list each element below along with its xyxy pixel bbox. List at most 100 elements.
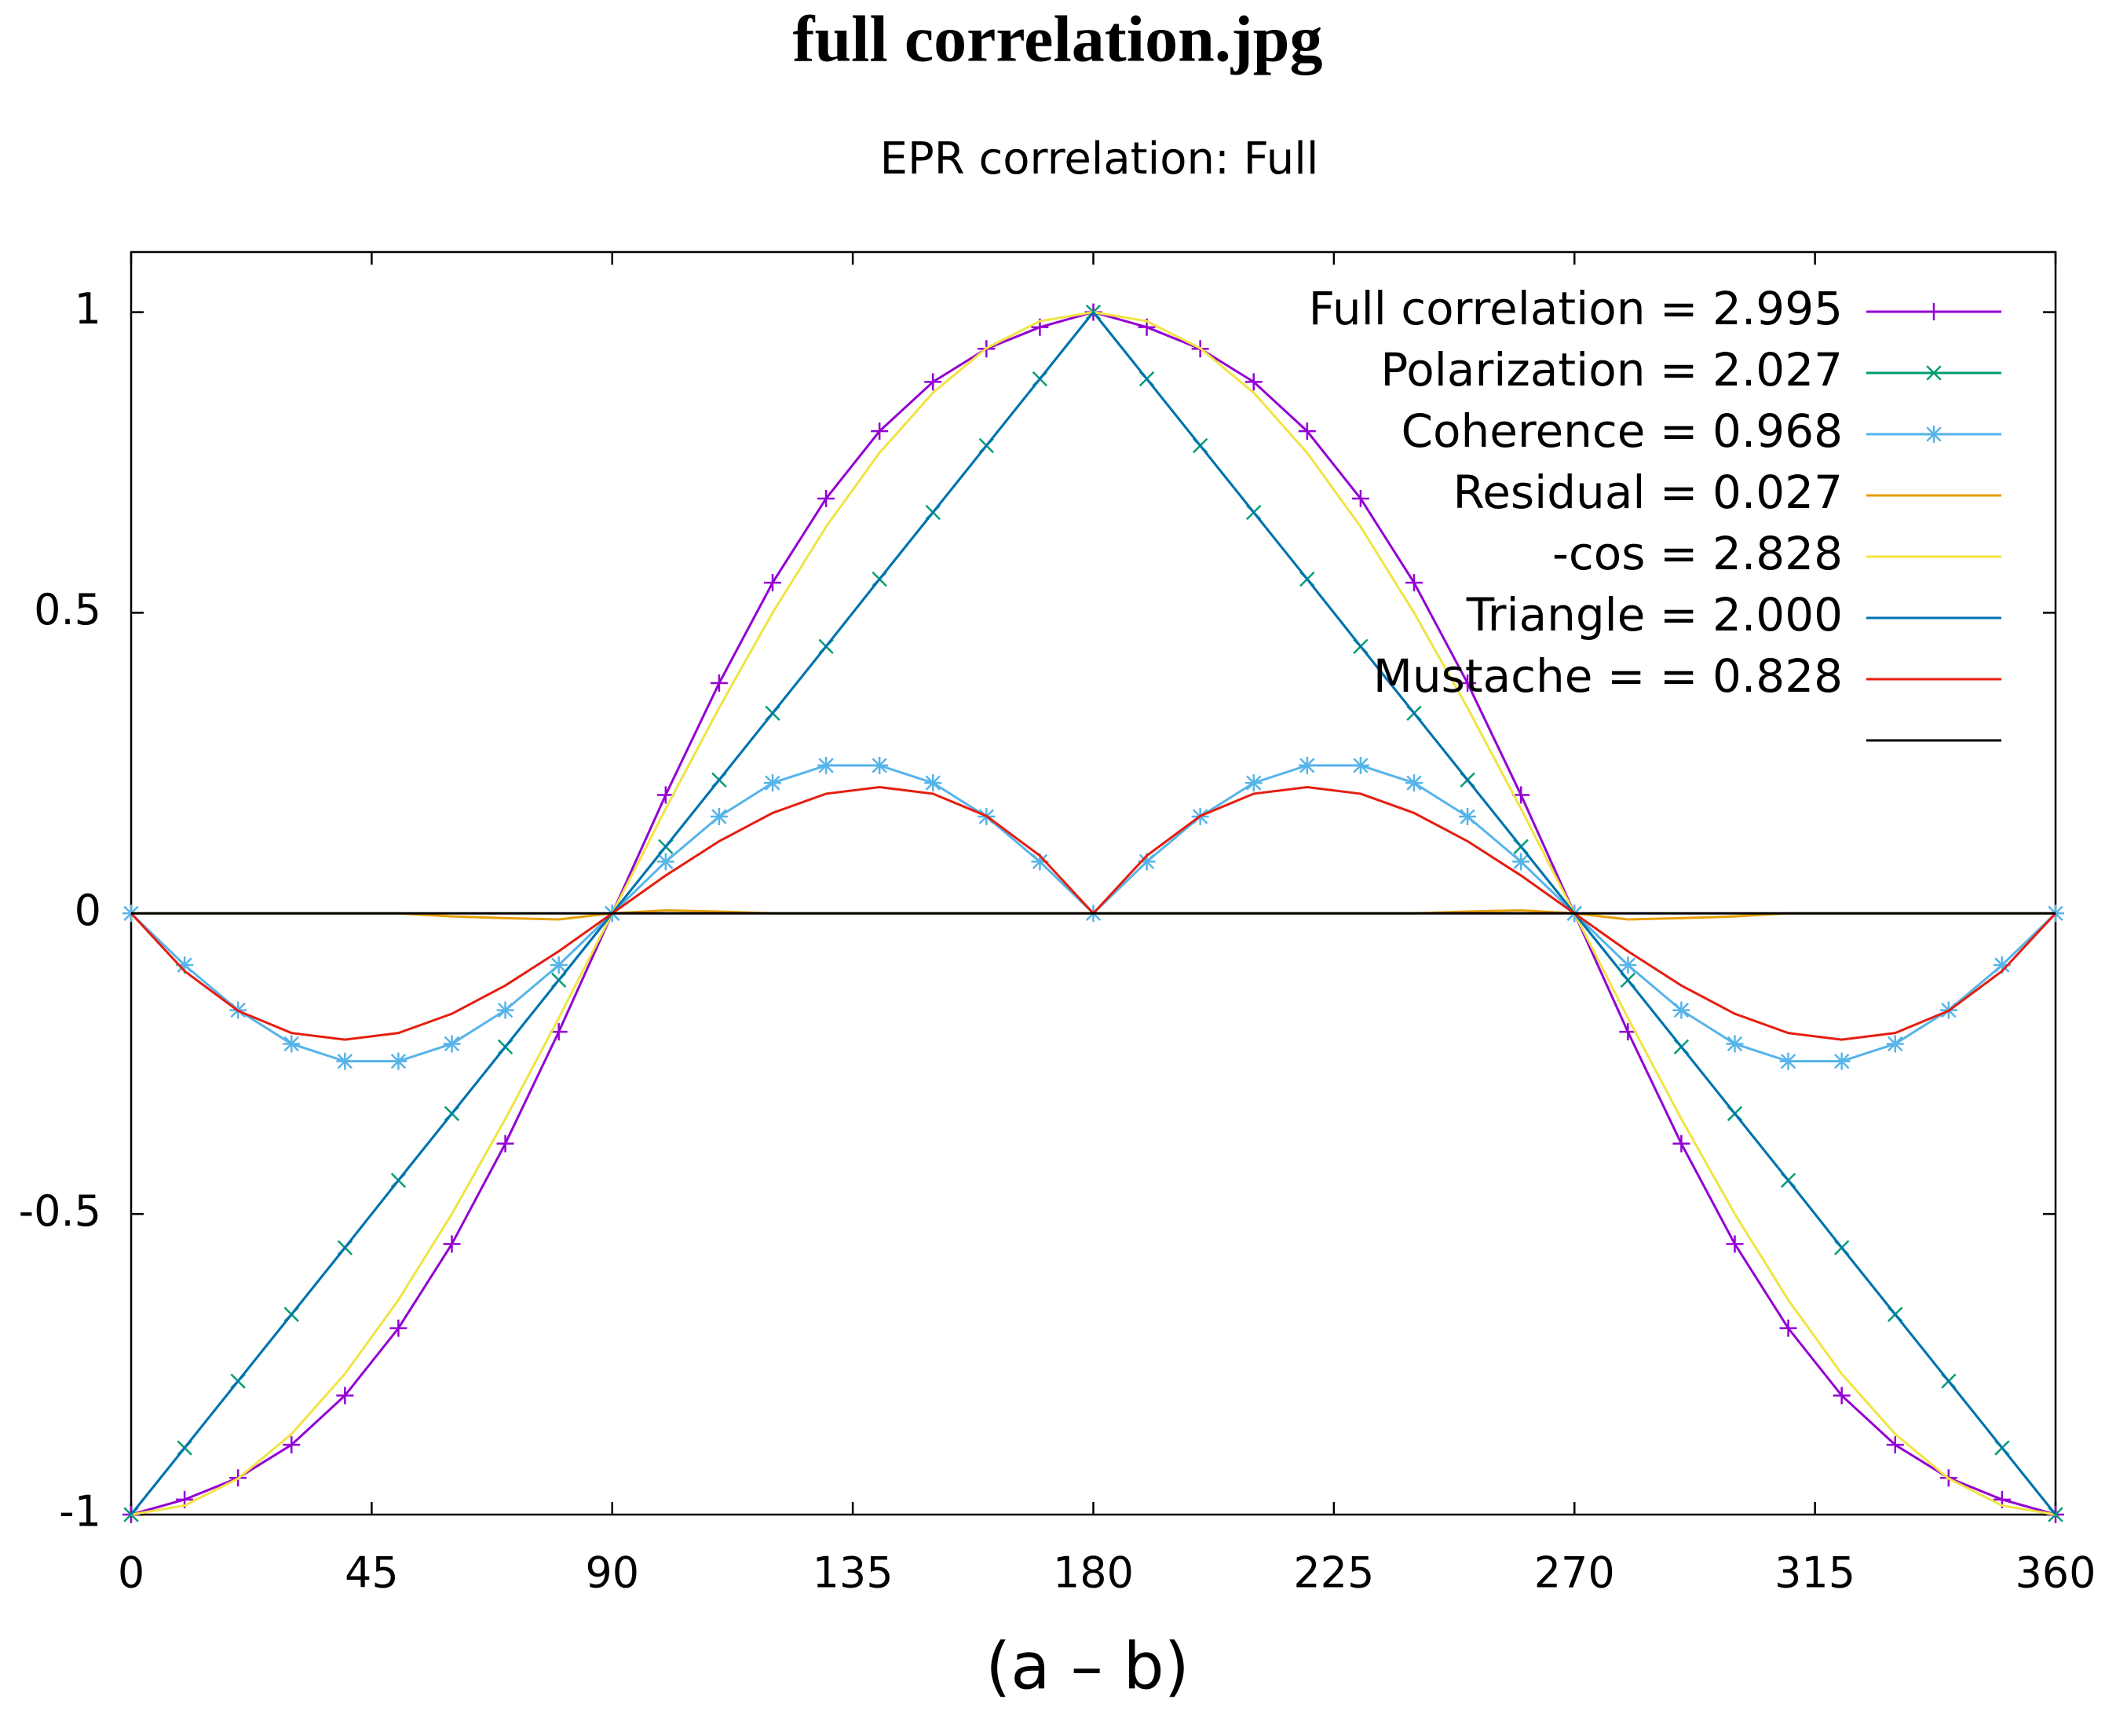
data-point-stroke bbox=[765, 775, 780, 791]
data-point bbox=[1031, 853, 1049, 871]
legend-marker bbox=[1925, 303, 1942, 320]
data-point-stroke bbox=[1727, 1036, 1743, 1052]
x-tick-label: 225 bbox=[1293, 1548, 1374, 1598]
data-point-stroke bbox=[1406, 775, 1422, 791]
data-point-stroke bbox=[1353, 758, 1369, 773]
data-point bbox=[1833, 1052, 1851, 1070]
data-point-stroke bbox=[711, 809, 727, 824]
data-point bbox=[1779, 1319, 1797, 1337]
data-point bbox=[656, 853, 674, 871]
data-point bbox=[1459, 808, 1477, 826]
data-point bbox=[764, 574, 781, 592]
data-point bbox=[1244, 774, 1263, 792]
legend-label: Polarization = 2.027 bbox=[1380, 343, 1843, 397]
data-point-stroke bbox=[337, 1053, 353, 1069]
legend-label: Full correlation = 2.995 bbox=[1309, 282, 1843, 335]
data-point bbox=[1351, 756, 1369, 774]
data-point bbox=[1405, 574, 1423, 592]
data-point-stroke bbox=[497, 1002, 513, 1018]
x-tick-label: 180 bbox=[1053, 1548, 1134, 1598]
legend-label: Coherence = 0.968 bbox=[1401, 404, 1843, 458]
data-point bbox=[656, 786, 674, 804]
data-point bbox=[710, 808, 728, 826]
legend-marker-stroke bbox=[1926, 365, 1942, 381]
data-point bbox=[817, 756, 835, 774]
data-point bbox=[1672, 1001, 1690, 1019]
data-point-stroke bbox=[1888, 1036, 1903, 1052]
data-point-stroke bbox=[550, 957, 567, 973]
data-point bbox=[1512, 786, 1530, 804]
data-point-stroke bbox=[1246, 775, 1262, 791]
data-point bbox=[1672, 1135, 1690, 1153]
data-point-stroke bbox=[1513, 853, 1529, 870]
data-point bbox=[764, 774, 781, 792]
data-point bbox=[1886, 1436, 1904, 1454]
data-point bbox=[1726, 1235, 1744, 1253]
data-point bbox=[871, 756, 889, 774]
y-tick-label: 0 bbox=[75, 886, 101, 935]
data-point bbox=[1351, 489, 1369, 507]
data-point bbox=[1244, 373, 1263, 391]
data-point-stroke bbox=[283, 1036, 299, 1052]
data-point bbox=[871, 422, 889, 440]
data-point bbox=[389, 1052, 407, 1070]
legend-label: Mustache = = 0.828 bbox=[1373, 649, 1843, 703]
x-axis-label: (a – b) bbox=[985, 1629, 1189, 1704]
x-tick-label: 45 bbox=[345, 1548, 399, 1598]
chart-subtitle: EPR correlation: Full bbox=[880, 133, 1319, 185]
x-tick-label: 135 bbox=[813, 1548, 894, 1598]
legend-marker bbox=[1925, 426, 1942, 443]
data-point bbox=[1298, 422, 1316, 440]
y-tick-label: -0.5 bbox=[19, 1186, 101, 1236]
data-point-stroke bbox=[1460, 809, 1475, 824]
data-point bbox=[1619, 1023, 1637, 1041]
data-point bbox=[443, 1035, 461, 1053]
legend-label: -cos = 2.828 bbox=[1552, 527, 1843, 580]
x-tick-label: 270 bbox=[1534, 1548, 1615, 1598]
data-point bbox=[817, 489, 835, 507]
data-point bbox=[283, 1035, 301, 1053]
data-point-stroke bbox=[925, 775, 941, 791]
data-point-stroke bbox=[390, 1053, 407, 1069]
x-tick-label: 360 bbox=[2015, 1548, 2096, 1598]
data-point-stroke bbox=[1032, 853, 1048, 870]
data-point-stroke bbox=[1299, 758, 1315, 773]
data-point-stroke bbox=[1673, 1002, 1690, 1018]
chart-title: full correlation.jpg bbox=[792, 2, 1322, 75]
series-line bbox=[130, 310, 2057, 1515]
data-point bbox=[924, 774, 942, 792]
data-point-stroke bbox=[177, 957, 192, 973]
data-point-stroke bbox=[1138, 853, 1155, 870]
x-tick-label: 90 bbox=[585, 1548, 639, 1598]
data-point bbox=[710, 674, 728, 693]
data-point-stroke bbox=[658, 853, 674, 870]
data-point bbox=[389, 1319, 407, 1337]
data-point-stroke bbox=[1994, 957, 2010, 973]
data-point bbox=[336, 1052, 354, 1070]
data-point bbox=[1298, 756, 1316, 774]
data-point bbox=[443, 1235, 461, 1253]
data-point bbox=[1405, 774, 1423, 792]
data-point bbox=[1833, 1387, 1851, 1405]
data-point-stroke bbox=[1833, 1053, 1850, 1069]
data-point-stroke bbox=[1620, 957, 1636, 973]
data-point bbox=[1459, 674, 1477, 693]
data-point bbox=[1726, 1035, 1744, 1053]
data-point bbox=[496, 1135, 514, 1153]
data-point-stroke bbox=[872, 758, 887, 773]
data-point bbox=[550, 1023, 568, 1041]
y-tick-label: 1 bbox=[75, 284, 101, 334]
y-tick-label: -1 bbox=[59, 1487, 101, 1537]
data-point bbox=[336, 1387, 354, 1405]
data-point bbox=[1619, 956, 1637, 974]
data-point bbox=[924, 373, 942, 391]
legend-label: Residual = 0.027 bbox=[1453, 466, 1843, 519]
data-point-stroke bbox=[1780, 1053, 1796, 1069]
data-point-stroke bbox=[818, 758, 834, 773]
data-point-stroke bbox=[444, 1036, 460, 1052]
legend-label: Triangle = 2.000 bbox=[1466, 588, 1843, 641]
y-tick-label: 0.5 bbox=[34, 585, 101, 634]
legend-marker-stroke bbox=[1926, 426, 1942, 442]
data-point bbox=[496, 1001, 514, 1019]
